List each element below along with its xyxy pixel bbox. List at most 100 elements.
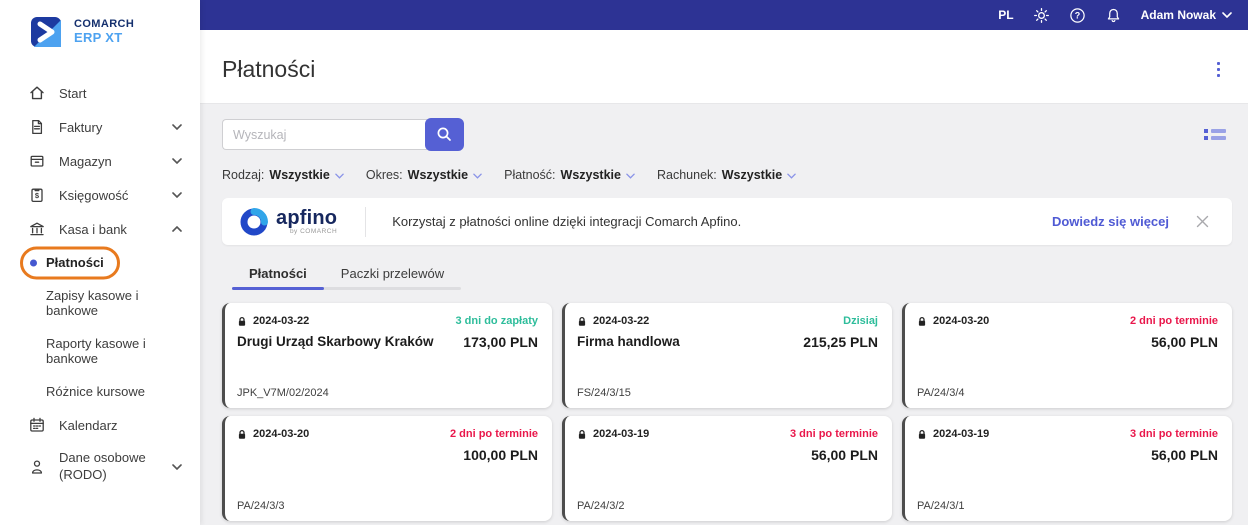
svg-text:?: ? (1074, 10, 1079, 20)
warehouse-icon (28, 152, 46, 170)
sidebar-item-label: Księgowość (59, 187, 129, 203)
sidebar-item-magazyn[interactable]: Magazyn (0, 144, 200, 178)
filter-rodzaj[interactable]: Rodzaj: Wszystkie (222, 168, 344, 182)
card-date: 2024-03-22 (577, 315, 649, 327)
filter-rachunek[interactable]: Rachunek: Wszystkie (657, 168, 796, 182)
page-menu-kebab-icon[interactable] (1211, 56, 1227, 84)
sidebar-item-ksiegowosc[interactable]: $ Księgowość (0, 178, 200, 212)
payment-card[interactable]: 2024-03-22 Dzisiaj Firma handlowa 215,25… (562, 303, 892, 408)
content: Rodzaj: Wszystkie Okres: Wszystkie Płatn… (200, 104, 1248, 525)
filter-label: Płatność: (504, 168, 556, 182)
chevron-down-icon (335, 173, 344, 179)
sidebar-item-label: Start (59, 85, 87, 101)
gear-icon[interactable] (1033, 7, 1050, 24)
search-icon (437, 127, 451, 141)
sidebar-subitem-roznice[interactable]: Różnice kursowe (0, 375, 200, 408)
apfino-byline: by COMARCH (289, 227, 338, 235)
card-date: 2024-03-19 (917, 428, 989, 440)
lock-icon (238, 316, 246, 326)
brand-logo[interactable]: COMARCH ERP XT (0, 0, 200, 54)
amount: 100,00 PLN (463, 447, 538, 463)
filter-okres[interactable]: Okres: Wszystkie (366, 168, 482, 182)
card-date: 2024-03-20 (237, 428, 309, 440)
invoice-icon (28, 118, 46, 136)
document-number: FS/24/3/15 (577, 387, 631, 399)
lock-icon (238, 429, 246, 439)
svg-text:$: $ (35, 191, 40, 200)
payment-card[interactable]: 2024-03-22 3 dni do zapłaty Drugi Urząd … (222, 303, 552, 408)
home-icon (28, 84, 46, 102)
apfino-logo: apfino by COMARCH (240, 207, 338, 236)
bell-icon[interactable] (1105, 7, 1122, 24)
chevron-down-icon (473, 173, 482, 179)
close-icon[interactable] (1195, 214, 1210, 229)
chevron-down-icon (626, 173, 635, 179)
payment-card[interactable]: 2024-03-19 3 dni po terminie 56,00 PLN P… (902, 416, 1232, 521)
filter-platnosc[interactable]: Płatność: Wszystkie (504, 168, 635, 182)
lock-icon (578, 316, 586, 326)
search-input[interactable] (222, 119, 427, 150)
amount: 56,00 PLN (811, 447, 878, 463)
filter-label: Rodzaj: (222, 168, 265, 182)
document-number: PA/24/3/2 (577, 500, 625, 512)
main-area: PL ? Adam Nowak Pł (200, 0, 1248, 525)
user-name: Adam Nowak (1140, 8, 1216, 22)
language-selector[interactable]: PL (998, 8, 1014, 22)
calendar-icon (28, 416, 46, 434)
payer-name: Firma handlowa (577, 334, 680, 349)
divider (365, 206, 367, 237)
tab-platnosci[interactable]: Płatności (232, 260, 324, 290)
sidebar: COMARCH ERP XT Start Faktury (0, 0, 200, 525)
lock-icon (578, 429, 586, 439)
status-badge: 3 dni do zapłaty (455, 315, 538, 327)
help-icon[interactable]: ? (1069, 7, 1086, 24)
amount: 173,00 PLN (463, 334, 538, 350)
user-menu[interactable]: Adam Nowak (1141, 8, 1232, 22)
sidebar-subitem-raporty[interactable]: Raporty kasowe i bankowe (0, 327, 200, 375)
chevron-up-icon (172, 226, 182, 232)
sidebar-item-label: Dane osobowe (RODO) (59, 450, 146, 482)
lock-icon (918, 429, 926, 439)
amount: 215,25 PLN (803, 334, 878, 350)
search-button[interactable] (425, 118, 464, 151)
sidebar-item-kasa-i-bank[interactable]: Kasa i bank (0, 212, 200, 246)
card-date: 2024-03-22 (237, 315, 309, 327)
brand-product: ERP XT (74, 29, 123, 45)
sidebar-item-dane-osobowe[interactable]: Dane osobowe (RODO) (0, 442, 200, 492)
sidebar-subitem-label: Różnice kursowe (46, 384, 145, 399)
sidebar-subitem-zapisy[interactable]: Zapisy kasowe i bankowe (0, 279, 200, 327)
sidebar-subitem-platnosci[interactable]: Płatności (0, 246, 200, 279)
chevron-down-icon (172, 464, 182, 470)
filter-label: Okres: (365, 168, 403, 182)
filter-value: Wszystkie (560, 168, 621, 182)
document-number: PA/24/3/4 (917, 387, 965, 399)
payment-card[interactable]: 2024-03-19 3 dni po terminie 56,00 PLN P… (562, 416, 892, 521)
payment-card[interactable]: 2024-03-20 2 dni po terminie 56,00 PLN P… (902, 303, 1232, 408)
card-date: 2024-03-19 (577, 428, 649, 440)
tab-paczki-przelewow[interactable]: Paczki przelewów (340, 266, 445, 281)
banner-learn-more-link[interactable]: Dowiedz się więcej (1051, 214, 1169, 229)
status-badge: 2 dni po terminie (1129, 315, 1218, 327)
comarch-logo-icon (31, 17, 61, 47)
lock-icon (918, 316, 926, 326)
document-number: PA/24/3/3 (237, 500, 285, 512)
chevron-down-icon (172, 124, 182, 130)
list-view-toggle-icon[interactable] (1204, 129, 1226, 140)
payment-card[interactable]: 2024-03-20 2 dni po terminie 100,00 PLN … (222, 416, 552, 521)
filter-value: Wszystkie (721, 168, 783, 182)
banner-message: Korzystaj z płatności online dzięki inte… (392, 214, 742, 229)
document-number: PA/24/3/1 (917, 500, 965, 512)
card-date: 2024-03-20 (917, 315, 989, 327)
sidebar-item-kalendarz[interactable]: Kalendarz (0, 408, 200, 442)
topbar: PL ? Adam Nowak (200, 0, 1248, 30)
sidebar-item-start[interactable]: Start (0, 76, 200, 110)
sidebar-item-label: Kasa i bank (59, 221, 127, 237)
active-bullet-dot (30, 259, 37, 266)
payer-name: Drugi Urząd Skarbowy Kraków (237, 334, 434, 349)
search-row (222, 118, 1232, 151)
sidebar-item-label: Faktury (59, 119, 103, 135)
sidebar-subitem-label: Raporty kasowe i bankowe (46, 336, 146, 366)
sidebar-item-faktury[interactable]: Faktury (0, 110, 200, 144)
sidebar-subitem-label: Zapisy kasowe i bankowe (46, 288, 139, 318)
